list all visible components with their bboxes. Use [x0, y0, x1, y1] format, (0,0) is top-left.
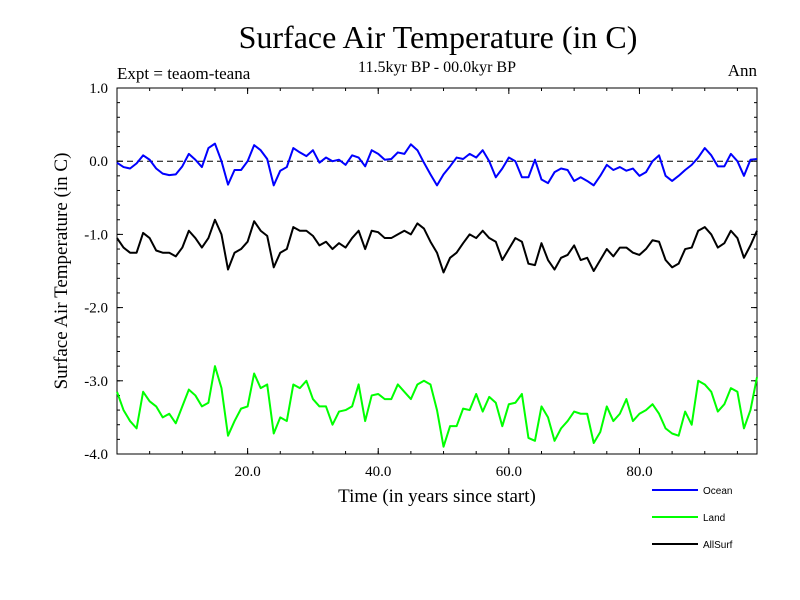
x-axis-label: Time (in years since start) [338, 486, 536, 507]
series-line-allsurf [116, 218, 758, 274]
season-label: Ann [728, 61, 758, 80]
y-tick-label: -1.0 [84, 227, 108, 243]
legend-label-ocean: Ocean [703, 486, 732, 497]
y-tick-label: -4.0 [84, 447, 108, 463]
x-tick-label: 20.0 [234, 464, 260, 480]
x-tick-label: 40.0 [365, 464, 391, 480]
x-tick-label: 80.0 [626, 464, 652, 480]
y-tick-label: -3.0 [84, 374, 108, 390]
y-tick-label: -2.0 [84, 301, 108, 317]
y-axis-label: Surface Air Temperature (in C) [51, 153, 72, 390]
series-line-land [116, 365, 758, 448]
plot-area-frame [116, 87, 758, 455]
series-lines [116, 142, 758, 448]
y-axis: 1.0 0.0 -1.0 -2.0 -3.0 -4.0 [84, 81, 757, 463]
y-tick-label: 0.0 [89, 154, 108, 170]
experiment-label: Expt = teaom-teana [117, 64, 251, 83]
chart-title: Surface Air Temperature (in C) [239, 19, 638, 55]
legend-label-allsurf: AllSurf [703, 540, 733, 551]
chart-subtitle: 11.5kyr BP - 00.0kyr BP [358, 59, 516, 76]
x-tick-label: 60.0 [496, 464, 522, 480]
series-line-ocean [116, 142, 758, 187]
y-tick-label: 1.0 [89, 81, 108, 97]
legend-label-land: Land [703, 513, 725, 524]
legend: Ocean Land AllSurf [652, 486, 733, 551]
x-axis: 20.0 40.0 60.0 80.0 [149, 88, 738, 480]
